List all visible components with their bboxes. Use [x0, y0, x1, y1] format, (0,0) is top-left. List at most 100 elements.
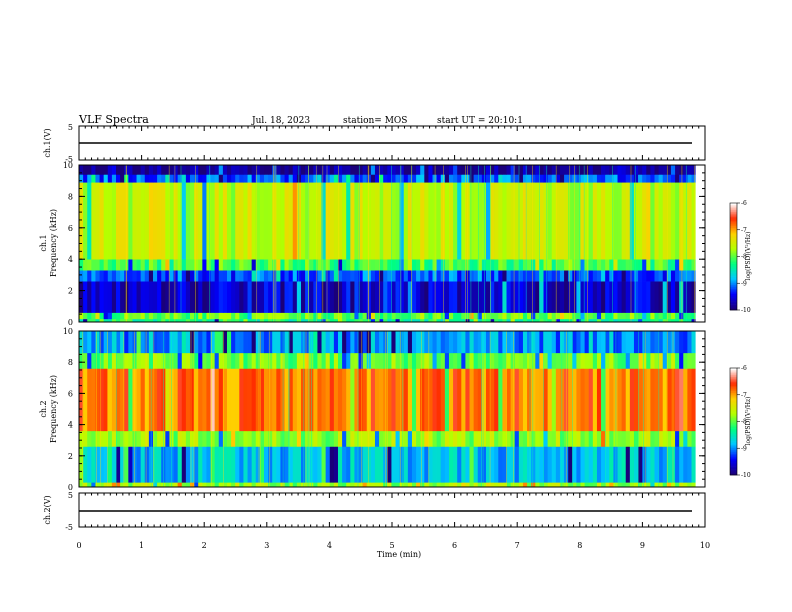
spectrogram-cell	[584, 165, 590, 175]
spectrogram-cell	[140, 259, 146, 271]
colorbar-tick-label: -8	[741, 254, 747, 261]
spectrogram-cell	[605, 430, 610, 447]
spectrogram-cell	[662, 281, 668, 313]
spectrogram-cell	[284, 430, 290, 447]
spectrogram-cell	[263, 430, 269, 447]
spectrogram-cell	[103, 318, 109, 323]
spectrogram-cell	[321, 430, 327, 447]
spectrogram-cell	[416, 281, 421, 313]
spectrogram-cell	[420, 331, 425, 354]
spectrogram-cell	[342, 270, 347, 282]
spectrogram-cell	[485, 368, 491, 432]
spectrogram-cell	[144, 259, 150, 271]
spectrogram-cell	[226, 281, 232, 313]
spectrogram-cell	[120, 318, 125, 323]
spectrogram-cell	[518, 352, 524, 369]
spectrogram-cell	[288, 259, 294, 271]
spectrogram-cell	[284, 318, 290, 323]
spectrogram-cell	[235, 259, 240, 271]
spectrogram-cell	[440, 446, 446, 483]
spectrogram-cell	[679, 446, 684, 483]
spectrogram-cell	[218, 174, 224, 183]
spectrogram-cell	[485, 174, 491, 183]
spectrogram-cell	[202, 281, 207, 313]
spectrogram-cell	[222, 259, 228, 271]
spectrogram-cell	[177, 182, 183, 260]
spectrogram-cell	[152, 270, 158, 282]
spectrogram-cell	[210, 368, 216, 432]
spectrogram-cell	[202, 165, 207, 175]
spectrogram-cell	[177, 368, 183, 432]
spectrogram-cell	[469, 368, 475, 432]
spectrogram-cell	[691, 174, 697, 183]
spectrogram-cell	[263, 368, 269, 432]
spectrogram-cell	[424, 331, 429, 354]
spectrogram-cell	[284, 182, 290, 260]
spectrogram-cell	[448, 270, 454, 282]
spectrogram-cell	[387, 259, 392, 271]
spectrogram-cell	[642, 281, 647, 313]
spectrogram-cell	[354, 259, 359, 271]
spectrogram-cell	[564, 270, 569, 282]
spectrogram-cell	[173, 331, 179, 354]
spectrogram-cell	[247, 270, 253, 282]
spectrogram-cell	[292, 318, 298, 323]
spectrogram-cell	[313, 312, 318, 320]
spectrogram-cell	[374, 318, 380, 323]
no-data-region	[695, 165, 705, 322]
spectrogram-cell	[210, 331, 216, 354]
spectrogram-cell	[679, 318, 684, 323]
spectrogram-cell	[231, 312, 236, 320]
colorbar-segment	[730, 385, 737, 388]
spectrogram-cell	[601, 174, 606, 183]
spectrogram-cell	[428, 482, 433, 488]
spectrogram-cell	[477, 368, 483, 432]
spectrogram-cell	[325, 165, 331, 175]
spectrogram-cell	[288, 270, 294, 282]
spectrogram-cell	[444, 259, 450, 271]
spectrogram-cell	[502, 368, 507, 432]
spectrogram-cell	[576, 331, 581, 354]
spectrogram-cell	[407, 174, 413, 183]
spectrogram-cell	[527, 182, 532, 260]
spectrogram-cell	[91, 165, 96, 175]
spectrogram-cell	[379, 174, 384, 183]
colorbar-segment	[730, 425, 737, 428]
spectrogram-cell	[305, 165, 310, 175]
spectrogram-cell	[551, 259, 557, 271]
spectrogram-cell	[399, 182, 405, 260]
spectrogram-cell	[605, 174, 610, 183]
spectrogram-cell	[276, 281, 281, 313]
spectrogram-cell	[222, 446, 228, 483]
spectrogram-cell	[642, 318, 647, 323]
spectrogram-cell	[559, 318, 565, 323]
spectrogram-cell	[198, 482, 203, 488]
spectrogram-cell	[268, 174, 273, 183]
spectrogram-cell	[226, 352, 232, 369]
spectrogram-cell	[309, 318, 314, 323]
spectrogram-cell	[132, 312, 137, 320]
spectrogram-cell	[337, 182, 343, 260]
spectrogram-cell	[222, 182, 228, 260]
spectrogram-cell	[440, 430, 446, 447]
spectrogram-cell	[436, 270, 442, 282]
spectrogram-cell	[292, 165, 298, 175]
spectrogram-cell	[284, 312, 290, 320]
spectrogram-cell	[662, 331, 668, 354]
spectrogram-cell	[350, 430, 355, 447]
spectrogram-cell	[280, 331, 285, 354]
colorbar-segment	[730, 471, 737, 474]
spectrogram-cell	[210, 259, 216, 271]
spectrogram-cell	[305, 259, 310, 271]
colorbar-segment	[730, 389, 737, 392]
spectrogram-cell	[116, 352, 121, 369]
spectrogram-cell	[490, 331, 495, 354]
spectrogram-cell	[535, 182, 540, 260]
spectrogram-cell	[165, 368, 170, 432]
spectrogram-cell	[185, 368, 191, 432]
spectrogram-cell	[95, 165, 100, 175]
spectrogram-cell	[321, 165, 327, 175]
spectrogram-cell	[494, 430, 499, 447]
spectrogram-cell	[231, 281, 236, 313]
spectrogram-cell	[465, 368, 470, 432]
